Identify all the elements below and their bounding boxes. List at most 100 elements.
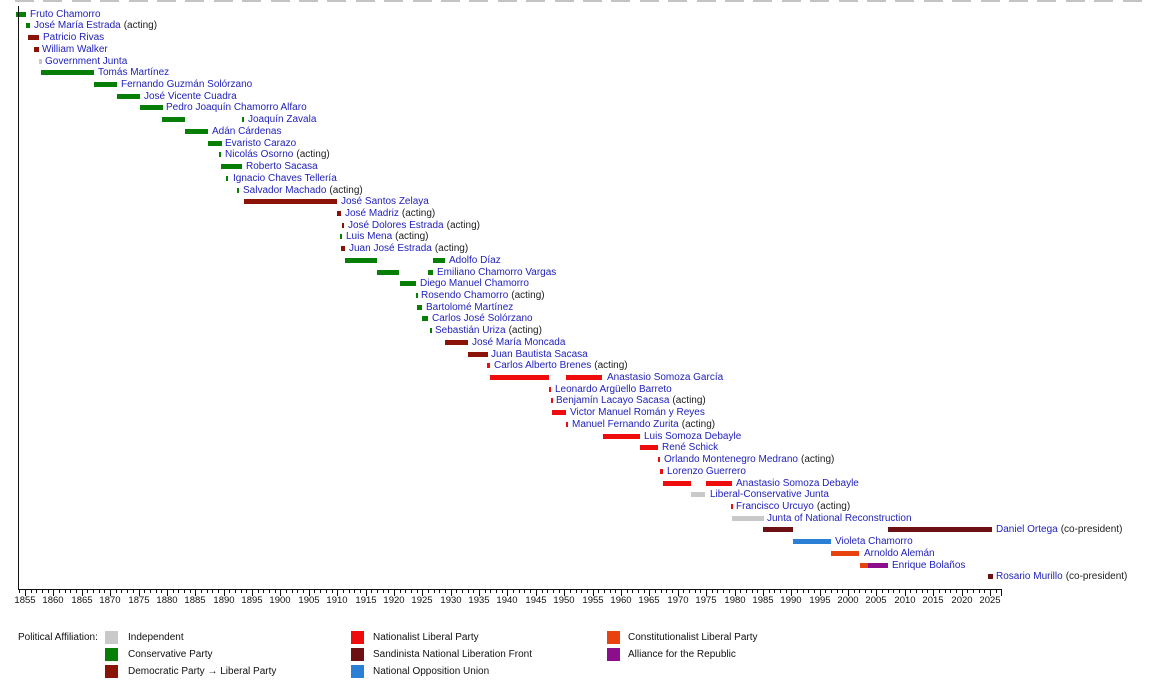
- term-bar: [41, 70, 94, 75]
- president-status-suffix: (acting): [672, 395, 706, 406]
- president-name-link[interactable]: Sebastián Uriza: [435, 325, 506, 336]
- term-bar: [468, 352, 488, 357]
- x-axis-minor-tick: [207, 590, 208, 593]
- president-label: Evaristo Carazo: [225, 138, 296, 149]
- x-axis-tick-label: 1885: [184, 595, 206, 606]
- president-name-link[interactable]: Lorenzo Guerrero: [667, 466, 746, 477]
- president-name-link[interactable]: Emiliano Chamorro Vargas: [437, 267, 557, 278]
- x-axis-major-tick: [224, 590, 225, 596]
- president-name-link[interactable]: Luis Mena: [346, 231, 393, 242]
- president-name-link[interactable]: Junta of National Reconstruction: [767, 513, 912, 524]
- president-name-link[interactable]: Fruto Chamorro: [30, 9, 101, 20]
- president-name-link[interactable]: Benjamín Lacayo Sacasa: [556, 395, 670, 406]
- president-label: Fernando Guzmán Solórzano: [121, 79, 252, 90]
- president-name-link[interactable]: José María Moncada: [472, 337, 566, 348]
- president-name-link[interactable]: Anastasio Somoza Debayle: [736, 478, 859, 489]
- x-axis-minor-tick: [190, 590, 191, 593]
- term-bar: [691, 492, 705, 497]
- president-name-link[interactable]: Leonardo Argüello Barreto: [555, 384, 672, 395]
- president-name-link[interactable]: Daniel Ortega: [996, 524, 1058, 535]
- president-name-link[interactable]: Nicolás Osorno: [225, 149, 294, 160]
- x-axis-minor-tick: [405, 590, 406, 593]
- president-name-link[interactable]: Liberal-Conservative Junta: [710, 489, 829, 500]
- x-axis-minor-tick: [854, 590, 855, 593]
- top-dash: [753, 0, 773, 2]
- president-name-link[interactable]: José Vicente Cuadra: [144, 91, 237, 102]
- top-dash: [1009, 0, 1028, 2]
- x-axis-major-tick: [110, 590, 111, 596]
- term-bar: [868, 563, 888, 568]
- president-name-link[interactable]: Juan José Estrada: [349, 243, 432, 254]
- x-axis-minor-tick: [927, 590, 928, 593]
- term-bar: [549, 387, 551, 392]
- president-name-link[interactable]: Adán Cárdenas: [212, 126, 282, 137]
- x-axis-minor-tick: [212, 590, 213, 593]
- x-axis-major-tick: [366, 590, 367, 596]
- president-name-link[interactable]: Carlos Alberto Brenes: [494, 360, 592, 371]
- x-axis-minor-tick: [156, 590, 157, 593]
- president-name-link[interactable]: Violeta Chamorro: [835, 536, 913, 547]
- x-axis-minor-tick: [956, 590, 957, 593]
- x-axis-minor-tick: [831, 590, 832, 593]
- president-name-link[interactable]: Juan Bautista Sacasa: [491, 349, 588, 360]
- x-axis-end-tick: [1001, 590, 1002, 596]
- president-name-link[interactable]: Adolfo Díaz: [449, 255, 501, 266]
- x-axis-minor-tick: [967, 590, 968, 593]
- top-dash: [15, 0, 34, 2]
- president-name-link[interactable]: Patricio Rivas: [43, 32, 105, 43]
- top-dash: [1037, 0, 1057, 2]
- x-axis-minor-tick: [627, 590, 628, 593]
- president-label: René Schick: [662, 442, 718, 453]
- president-name-link[interactable]: Government Junta: [45, 56, 128, 67]
- president-name-link[interactable]: Enrique Bolaños: [892, 560, 966, 571]
- president-status-suffix: (acting): [594, 360, 628, 371]
- x-axis-tick-label: 1925: [411, 595, 433, 606]
- president-name-link[interactable]: Bartolomé Martínez: [426, 302, 514, 313]
- president-name-link[interactable]: Fernando Guzmán Solórzano: [121, 79, 253, 90]
- president-name-link[interactable]: Victor Manuel Román y Reyes: [570, 407, 705, 418]
- president-name-link[interactable]: Arnoldo Alemán: [864, 548, 935, 559]
- president-name-link[interactable]: Carlos José Solórzano: [432, 313, 533, 324]
- president-label: Benjamín Lacayo Sacasa (acting): [556, 395, 706, 406]
- x-axis-minor-tick: [468, 590, 469, 593]
- top-dash: [157, 0, 176, 2]
- top-dash: [895, 0, 915, 2]
- president-name-link[interactable]: Orlando Montenegro Medrano: [664, 454, 798, 465]
- president-name-link[interactable]: Evaristo Carazo: [225, 138, 297, 149]
- president-name-link[interactable]: Pedro Joaquín Chamorro Alfaro: [166, 102, 307, 113]
- top-dash: [867, 0, 886, 2]
- president-name-link[interactable]: Ignacio Chaves Tellería: [233, 173, 337, 184]
- legend-label: Sandinista National Liberation Front: [373, 649, 532, 660]
- president-name-link[interactable]: Rosario Murillo: [996, 571, 1063, 582]
- president-name-link[interactable]: Diego Manuel Chamorro: [420, 278, 529, 289]
- president-name-link[interactable]: Francisco Urcuyo: [736, 501, 814, 512]
- president-name-link[interactable]: René Schick: [662, 442, 719, 453]
- president-status-suffix: (acting): [511, 290, 545, 301]
- x-axis-minor-tick: [326, 590, 327, 593]
- president-name-link[interactable]: Anastasio Somoza García: [607, 372, 724, 383]
- president-name-link[interactable]: Luis Somoza Debayle: [644, 431, 742, 442]
- president-name-link[interactable]: Tomás Martínez: [98, 67, 170, 78]
- term-bar: [731, 504, 733, 509]
- president-label: Sebastián Uriza (acting): [435, 325, 542, 336]
- term-bar: [660, 469, 663, 474]
- x-axis-tick-label: 1995: [809, 595, 831, 606]
- president-name-link[interactable]: José María Estrada: [34, 20, 121, 31]
- president-name-link[interactable]: José Santos Zelaya: [341, 196, 429, 207]
- president-name-link[interactable]: Manuel Fernando Zurita: [572, 419, 679, 430]
- president-name-link[interactable]: William Walker: [42, 44, 108, 55]
- term-bar: [219, 152, 221, 157]
- x-axis-tick-label: 2020: [951, 595, 973, 606]
- x-axis-major-tick: [195, 590, 196, 596]
- x-axis-minor-tick: [133, 590, 134, 593]
- president-name-link[interactable]: José Dolores Estrada: [348, 220, 444, 231]
- x-axis-tick-label: 1855: [14, 595, 36, 606]
- x-axis-minor-tick: [161, 590, 162, 593]
- president-label: Adán Cárdenas: [212, 126, 282, 137]
- president-name-link[interactable]: Joaquín Zavala: [248, 114, 317, 125]
- x-axis-tick-label: 1970: [667, 595, 689, 606]
- president-name-link[interactable]: Salvador Machado: [243, 185, 327, 196]
- president-name-link[interactable]: Roberto Sacasa: [246, 161, 318, 172]
- president-name-link[interactable]: José Madriz: [345, 208, 399, 219]
- president-name-link[interactable]: Rosendo Chamorro: [421, 290, 509, 301]
